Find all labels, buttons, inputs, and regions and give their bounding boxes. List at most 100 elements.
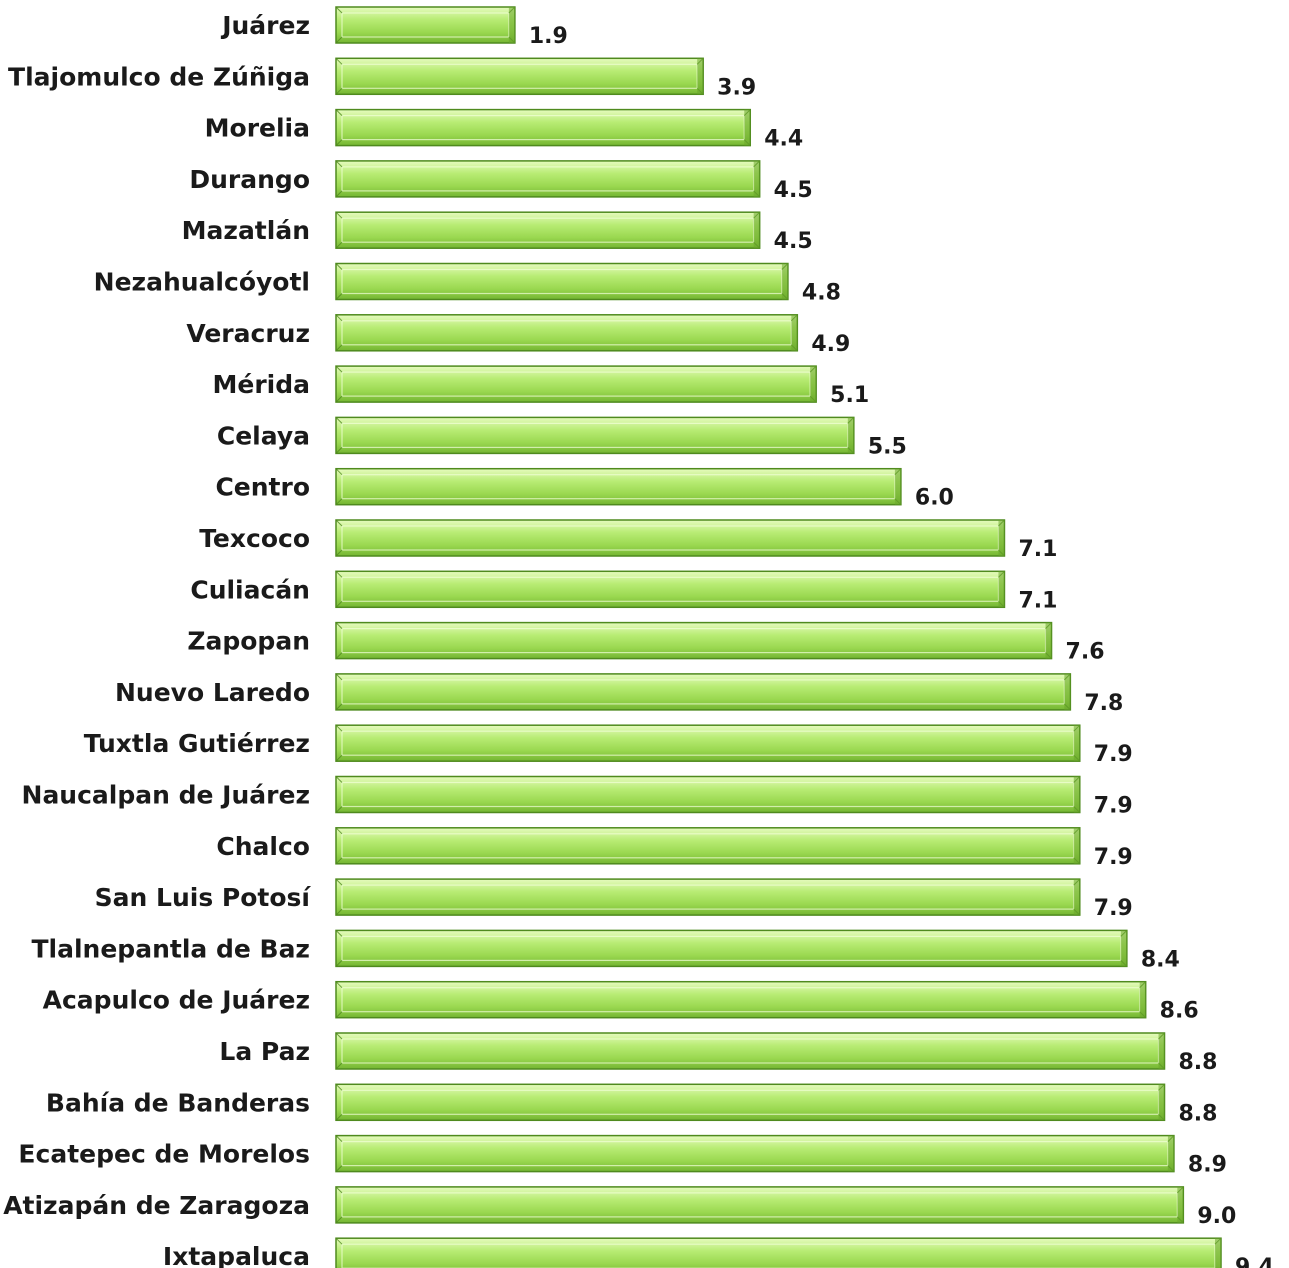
- bar: [335, 160, 761, 198]
- bar-row: Mazatlán 4.5: [182, 211, 813, 254]
- bar-bevel-corner: [335, 857, 343, 865]
- value-label: 8.6: [1160, 999, 1199, 1024]
- value-label: 7.9: [1094, 896, 1133, 921]
- bar-row: Nezahualcóyotl 4.8: [94, 262, 841, 306]
- bar-bevel-corner: [335, 519, 343, 527]
- bar-end-cap: [1073, 776, 1080, 813]
- value-label: 9.0: [1197, 1204, 1236, 1229]
- bar-bevel-corner: [335, 160, 343, 168]
- bar-row: Ixtapaluca 9.4: [163, 1237, 1274, 1268]
- bar-bevel-corner: [335, 930, 343, 937]
- bar-bevel-corner: [335, 652, 343, 659]
- value-label: 4.5: [774, 229, 813, 254]
- bar-bevel-corner: [335, 1062, 343, 1070]
- category-label: Ecatepec de Morelos: [18, 1140, 310, 1169]
- bar-end-cap: [753, 160, 760, 197]
- bar-bevel-corner: [335, 1032, 343, 1040]
- category-label: Tuxtla Gutiérrez: [84, 729, 310, 758]
- category-label: Texcoco: [199, 524, 310, 553]
- bar-end-cap: [1064, 673, 1071, 710]
- bar-end-cap: [753, 212, 760, 249]
- bar-bevel-corner: [335, 1113, 343, 1121]
- bar-row: Tlajomulco de Zúñiga 3.9: [8, 57, 756, 100]
- bar-row: Celaya 5.5: [217, 416, 907, 459]
- value-label: 7.1: [1018, 537, 1057, 562]
- bar-bevel-corner: [335, 549, 343, 557]
- bar-bevel-corner: [335, 211, 343, 219]
- bar-row: Chalco 7.9: [216, 827, 1133, 870]
- value-label: 8.8: [1179, 1101, 1218, 1126]
- bar-bevel-corner: [335, 57, 343, 65]
- bar-end-cap: [1139, 981, 1146, 1018]
- bar-row: Culiacán 7.1: [190, 570, 1057, 613]
- bar: [335, 467, 902, 506]
- bar-end-cap: [791, 314, 798, 351]
- bar-bevel-corner: [335, 1216, 343, 1224]
- bar-bevel-corner: [335, 417, 343, 424]
- value-label: 4.4: [764, 127, 803, 152]
- bar-end-cap: [1073, 827, 1080, 864]
- bar: [335, 1237, 1222, 1268]
- bar-bevel-corner: [335, 190, 343, 198]
- bar: [335, 416, 855, 455]
- value-label: 5.1: [830, 383, 869, 408]
- category-label: Celaya: [217, 421, 310, 450]
- value-label: 4.5: [774, 178, 813, 203]
- category-label: San Luis Potosí: [95, 883, 312, 912]
- bar-bevel-corner: [335, 6, 343, 14]
- bar-bevel-corner: [335, 1083, 343, 1091]
- bar-bevel-corner: [335, 365, 343, 373]
- category-label: Bahía de Banderas: [46, 1088, 310, 1117]
- bar-bevel-corner: [335, 1186, 343, 1194]
- bar-row: Nuevo Laredo 7.8: [115, 673, 1123, 716]
- bar-end-cap: [1073, 879, 1080, 916]
- bar-bevel-corner: [335, 314, 343, 322]
- value-label: 4.9: [811, 332, 850, 357]
- bar: [335, 262, 789, 301]
- bar-bevel-corner: [335, 724, 343, 732]
- bar-row: Juárez 1.9: [220, 6, 568, 49]
- bar-end-cap: [998, 520, 1005, 556]
- bar-row: La Paz 8.8: [219, 1032, 1218, 1075]
- bar-bevel-corner: [335, 1237, 343, 1245]
- bar-end-cap: [1158, 1084, 1165, 1121]
- bar-bevel-corner: [335, 981, 343, 989]
- bar-bevel-corner: [335, 754, 343, 762]
- bar-bevel-corner: [335, 1011, 343, 1019]
- bar-end-cap: [1045, 622, 1052, 659]
- bar-bevel-corner: [335, 703, 343, 711]
- bar-bevel-corner: [335, 622, 343, 629]
- bar-bevel-corner: [335, 908, 343, 916]
- bar-bevel-corner: [335, 878, 343, 886]
- category-label: Acapulco de Juárez: [43, 986, 310, 1015]
- bar-end-cap: [1158, 1033, 1165, 1069]
- bar-row: Durango 4.5: [189, 160, 813, 203]
- bar-bevel-corner: [335, 468, 343, 476]
- value-label: 5.5: [868, 434, 907, 459]
- value-label: 1.9: [529, 24, 568, 49]
- category-label: Mazatlán: [182, 216, 310, 245]
- category-label: Culiacán: [190, 575, 310, 604]
- bar-row: Veracruz 4.9: [186, 314, 850, 357]
- category-label: Durango: [189, 165, 310, 194]
- category-label: Mérida: [213, 370, 311, 399]
- bar-bevel-corner: [335, 109, 343, 116]
- bar-row: Texcoco 7.1: [199, 519, 1057, 562]
- value-label: 8.8: [1179, 1050, 1218, 1075]
- bar-row: San Luis Potosí 7.9: [95, 878, 1133, 921]
- bar-bevel-corner: [335, 827, 343, 835]
- bar: [335, 365, 817, 403]
- bars-layer: Juárez 1.9 Tlajomulco de Zúñiga 3.9 Morelia 4…: [3, 6, 1274, 1268]
- value-label: 4.8: [802, 281, 841, 306]
- category-label: Nezahualcóyotl: [94, 268, 310, 297]
- category-label: Ixtapaluca: [163, 1242, 310, 1268]
- value-label: 7.9: [1094, 742, 1133, 767]
- bar-row: Naucalpan de Juárez 7.9: [22, 775, 1133, 819]
- bar-bevel-corner: [335, 570, 343, 578]
- bar-end-cap: [998, 571, 1005, 608]
- bar-end-cap: [1167, 1135, 1174, 1172]
- value-label: 7.6: [1066, 640, 1105, 665]
- bar-bevel-corner: [335, 960, 343, 967]
- category-label: Tlajomulco de Zúñiga: [8, 62, 310, 91]
